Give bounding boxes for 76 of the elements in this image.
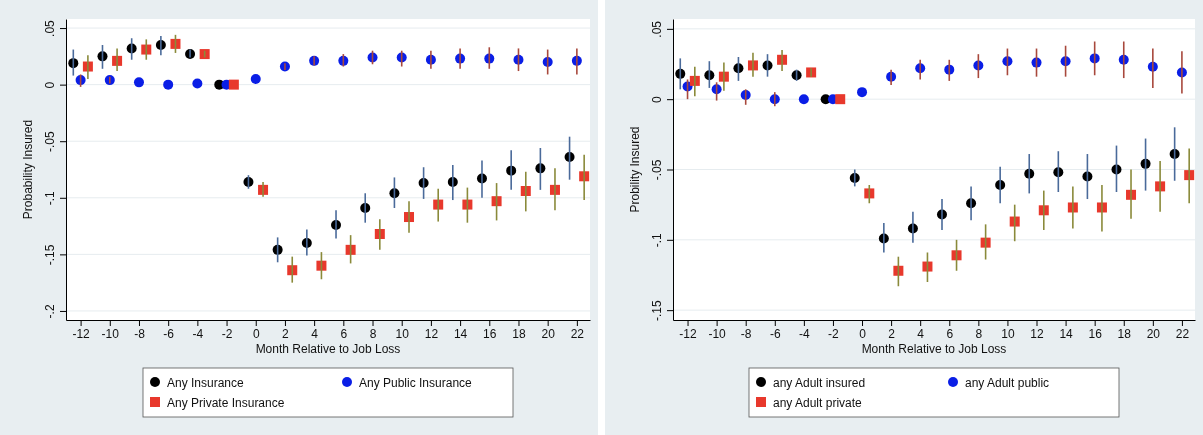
x-tick-label: -10: [708, 326, 727, 341]
point: [835, 94, 846, 105]
y-tick-label: -.1: [43, 190, 57, 206]
point: [316, 260, 327, 271]
point: [980, 237, 991, 248]
x-tick-label: 18: [512, 326, 526, 341]
x-tick-label: 22: [570, 326, 585, 341]
x-tick-label: 20: [1146, 326, 1161, 341]
y-axis-title: Probability Insured: [21, 119, 35, 220]
x-axis-title: Month Relative to Job Loss: [255, 342, 401, 356]
y-tick-label: -.15: [43, 244, 57, 266]
x-tick-label: 10: [1001, 326, 1015, 341]
point: [491, 196, 502, 207]
point: [163, 79, 174, 90]
point: [462, 199, 473, 210]
point: [170, 38, 181, 49]
x-tick-label: -4: [192, 326, 204, 341]
x-tick-label: 2: [888, 326, 896, 341]
x-tick-label: 14: [1059, 326, 1074, 341]
point: [192, 78, 203, 89]
point: [893, 265, 904, 276]
x-tick-label: 20: [541, 326, 556, 341]
x-tick-label: 6: [340, 326, 348, 341]
legend-label: any Adult insured: [773, 375, 866, 390]
point: [199, 49, 210, 60]
x-tick-label: 18: [1117, 326, 1132, 341]
x-tick-label: -6: [163, 326, 175, 341]
point: [1009, 216, 1020, 227]
y-tick-label: 0: [650, 96, 664, 104]
x-tick-label: -8: [134, 326, 146, 341]
legend-label: Any Insurance: [167, 375, 245, 390]
x-axis-title: Month Relative to Job Loss: [861, 342, 1007, 356]
y-tick-label: -.2: [43, 304, 57, 319]
x-tick-label: -6: [769, 326, 781, 341]
legend-label: any Adult public: [965, 375, 1050, 390]
x-tick-label: -12: [679, 326, 698, 341]
point: [228, 79, 239, 90]
x-tick-label: 6: [946, 326, 954, 341]
legend-label: Any Public Insurance: [359, 375, 473, 390]
legend-label: any Adult private: [773, 395, 863, 410]
x-tick-label: -2: [221, 326, 233, 341]
x-tick-label: 22: [1175, 326, 1190, 341]
y-tick-label: -.1: [650, 233, 664, 248]
x-tick-label: -8: [740, 326, 752, 341]
y-tick-label: 0: [43, 81, 57, 89]
x-tick-label: 4: [917, 326, 925, 341]
y-tick-label: .05: [650, 20, 664, 38]
x-tick-label: 4: [311, 326, 319, 341]
x-tick-label: -2: [828, 326, 840, 341]
x-tick-label: 12: [1030, 326, 1044, 341]
x-tick-label: 14: [453, 326, 468, 341]
x-tick-label: -4: [799, 326, 811, 341]
y-tick-label: -.05: [43, 131, 57, 153]
y-tick-label: -.05: [650, 159, 664, 181]
y-tick-label: .05: [43, 19, 57, 37]
x-tick-label: 16: [1088, 326, 1103, 341]
x-tick-label: 16: [483, 326, 497, 341]
x-tick-label: 2: [282, 326, 290, 341]
y-axis-title: Probility Insured: [628, 126, 642, 213]
x-tick-label: 0: [252, 326, 260, 341]
point: [250, 73, 261, 84]
point: [345, 244, 356, 255]
x-tick-label: -10: [101, 326, 120, 341]
x-tick-label: -12: [72, 326, 91, 341]
y-tick-label: -.15: [650, 299, 664, 321]
legend-label: Any Private Insurance: [167, 395, 285, 410]
x-tick-label: 8: [369, 326, 377, 341]
point: [857, 87, 868, 98]
x-tick-label: 10: [395, 326, 410, 341]
x-tick-label: 0: [859, 326, 867, 341]
point: [951, 250, 962, 261]
point: [133, 77, 144, 88]
x-tick-label: 12: [424, 326, 439, 341]
point: [922, 261, 933, 272]
point: [798, 94, 809, 105]
x-tick-label: 8: [975, 326, 983, 341]
